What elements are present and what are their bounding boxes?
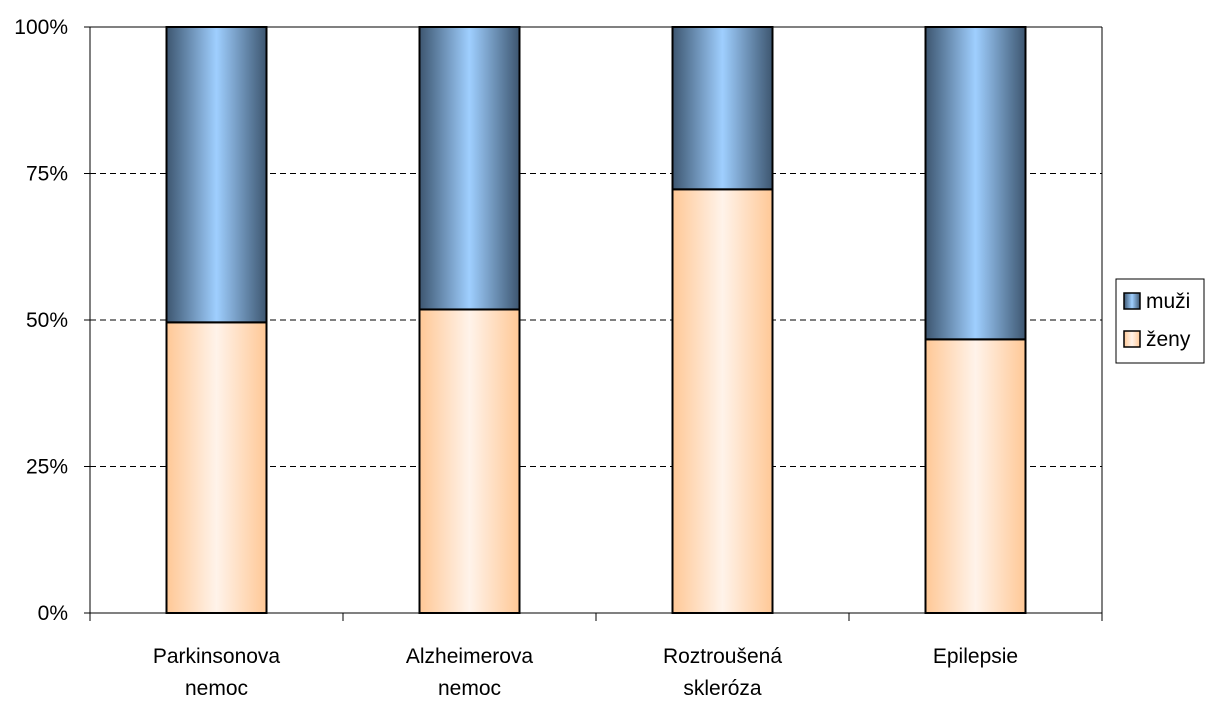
bar-segment-0 xyxy=(671,188,774,615)
bar-segment-1 xyxy=(418,26,521,311)
y-tick-label: 75% xyxy=(26,163,68,186)
bars xyxy=(165,26,1027,615)
legend-swatch xyxy=(1123,330,1141,348)
category-label: nemoc xyxy=(185,677,248,700)
category-label: Roztroušená xyxy=(663,645,782,668)
y-tick-label: 100% xyxy=(14,16,68,39)
y-tick-label: 25% xyxy=(26,456,68,479)
category-label: Alzheimerova xyxy=(406,645,534,668)
bar-segment-1 xyxy=(671,26,774,191)
bar-segment-0 xyxy=(165,321,268,614)
bar-segment-1 xyxy=(924,26,1027,341)
bar-segment-1 xyxy=(165,26,268,324)
axes: 0% 25% 50% 75% 100% Parkinsonova nemoc Alzheime… xyxy=(14,16,1103,700)
legend-label: ženy xyxy=(1146,328,1191,351)
bar-segment-0 xyxy=(924,338,1027,614)
bar-segment-0 xyxy=(418,308,521,614)
legend-swatch xyxy=(1123,292,1141,310)
category-label: nemoc xyxy=(438,677,501,700)
y-tick-label: 50% xyxy=(26,309,68,332)
legend: muži ženy xyxy=(1115,278,1205,364)
y-tick-label: 0% xyxy=(38,602,68,625)
category-label: Epilepsie xyxy=(933,645,1018,668)
legend-label: muži xyxy=(1146,290,1190,313)
category-label: Parkinsonova xyxy=(153,645,281,668)
category-label: skleróza xyxy=(683,677,762,700)
